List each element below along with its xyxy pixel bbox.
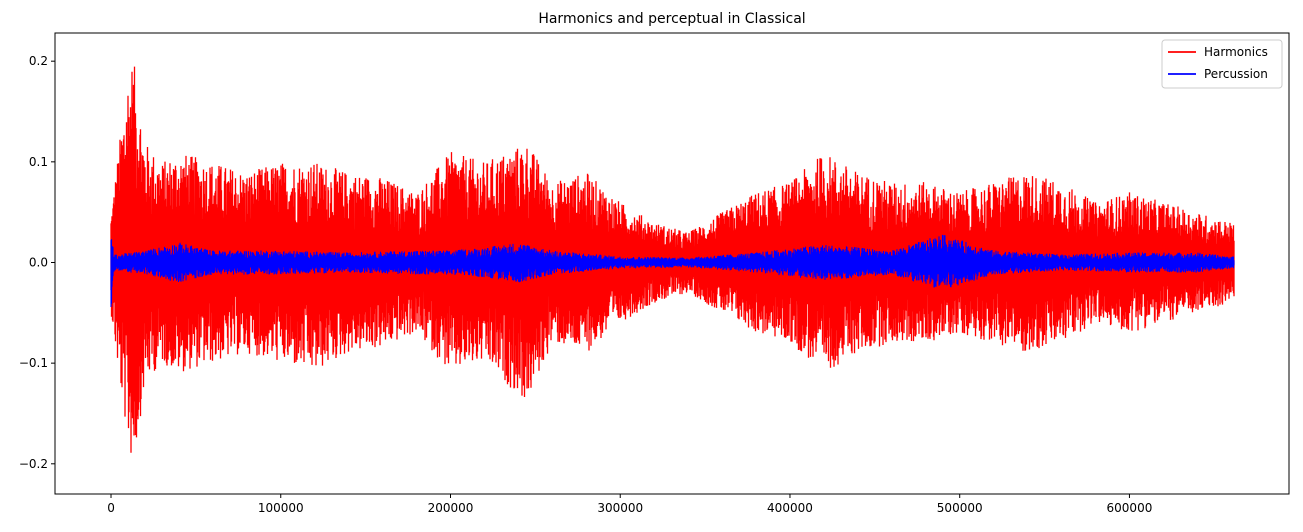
series-line-percussion — [110, 234, 1235, 308]
y-tick-label: 0.0 — [29, 255, 48, 269]
x-tick-label: 0 — [107, 501, 115, 515]
x-tick-label: 400000 — [767, 501, 813, 515]
x-tick-label: 500000 — [937, 501, 983, 515]
y-tick-label: 0.1 — [29, 155, 48, 169]
legend-label-percussion: Percussion — [1204, 67, 1268, 81]
axes: 0 100000 200000 300000 400000 500000 600000 −0.… — [19, 32, 1290, 515]
x-tick-label: 300000 — [597, 501, 643, 515]
y-tick-label: −0.1 — [19, 356, 48, 370]
plot-area — [110, 66, 1235, 453]
legend: Harmonics Percussion — [1161, 39, 1283, 89]
chart-title: Harmonics and perceptual in Classical — [538, 11, 805, 27]
y-tick-label: −0.2 — [19, 457, 48, 471]
x-tick-label: 600000 — [1107, 501, 1153, 515]
x-tick-label: 200000 — [428, 501, 474, 515]
x-tick-label: 100000 — [258, 501, 304, 515]
legend-label-harmonics: Harmonics — [1204, 45, 1268, 59]
y-tick-label: 0.2 — [29, 54, 48, 68]
axes-frame — [54, 32, 1290, 495]
